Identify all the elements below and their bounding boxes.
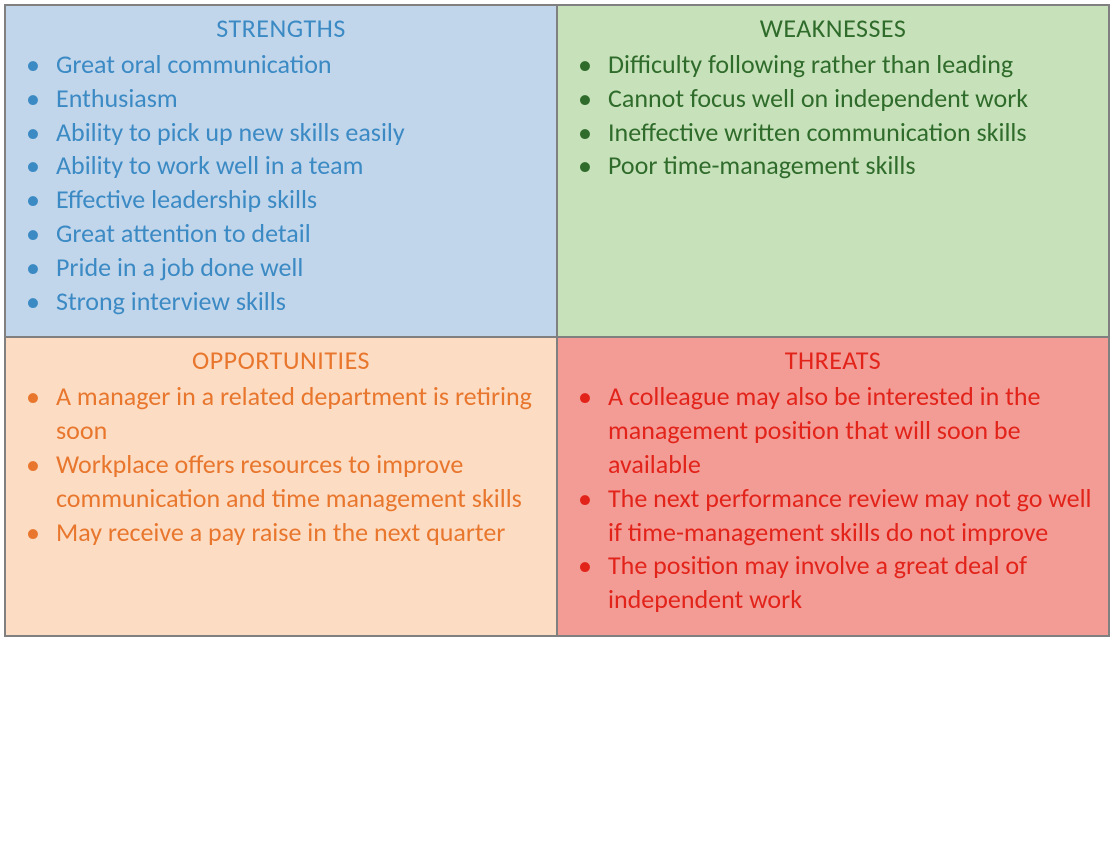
list-item: A manager in a related department is ret… <box>20 380 542 448</box>
list-item: Difficulty following rather than leading <box>572 48 1094 82</box>
list-item: Ineffective written communication skills <box>572 116 1094 150</box>
list-item: Ability to work well in a team <box>20 149 542 183</box>
quadrant-opportunities: OPPORTUNITIES A manager in a related dep… <box>5 337 557 636</box>
quadrant-title-threats: THREATS <box>572 344 1094 376</box>
list-item: Great attention to detail <box>20 217 542 251</box>
list-item: Workplace offers resources to improve co… <box>20 448 542 516</box>
list-item: Pride in a job done well <box>20 251 542 285</box>
quadrant-weaknesses: WEAKNESSES Difficulty following rather t… <box>557 5 1109 337</box>
strengths-list: Great oral communication Enthusiasm Abil… <box>20 48 542 318</box>
swot-grid: STRENGTHS Great oral communication Enthu… <box>4 4 1110 637</box>
quadrant-title-opportunities: OPPORTUNITIES <box>20 344 542 376</box>
quadrant-title-weaknesses: WEAKNESSES <box>572 12 1094 44</box>
list-item: Enthusiasm <box>20 82 542 116</box>
list-item: The next performance review may not go w… <box>572 482 1094 550</box>
quadrant-threats: THREATS A colleague may also be interest… <box>557 337 1109 636</box>
opportunities-list: A manager in a related department is ret… <box>20 380 542 549</box>
weaknesses-list: Difficulty following rather than leading… <box>572 48 1094 183</box>
list-item: Ability to pick up new skills easily <box>20 116 542 150</box>
quadrant-strengths: STRENGTHS Great oral communication Enthu… <box>5 5 557 337</box>
list-item: Strong interview skills <box>20 285 542 319</box>
list-item: A colleague may also be interested in th… <box>572 380 1094 481</box>
list-item: Effective leadership skills <box>20 183 542 217</box>
list-item: The position may involve a great deal of… <box>572 549 1094 617</box>
list-item: Great oral communication <box>20 48 542 82</box>
list-item: Cannot focus well on independent work <box>572 82 1094 116</box>
list-item: May receive a pay raise in the next quar… <box>20 516 542 550</box>
quadrant-title-strengths: STRENGTHS <box>20 12 542 44</box>
list-item: Poor time-management skills <box>572 149 1094 183</box>
threats-list: A colleague may also be interested in th… <box>572 380 1094 617</box>
